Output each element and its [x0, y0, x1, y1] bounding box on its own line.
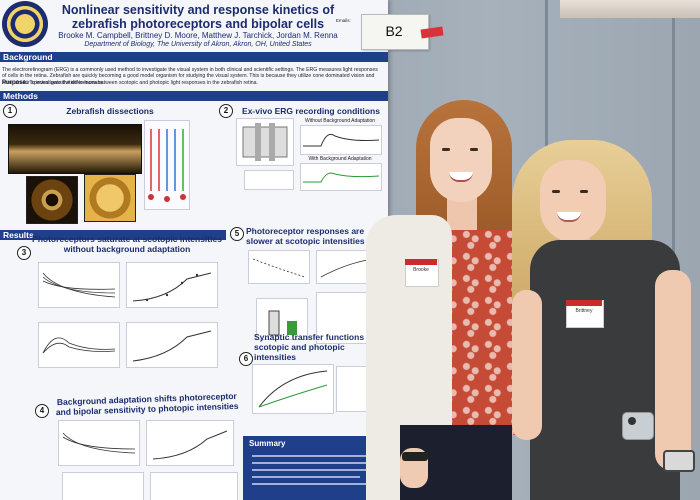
- name-tag-stripe: [405, 259, 437, 265]
- plot-graphic: [258, 370, 328, 408]
- university-seal-icon: [2, 1, 48, 47]
- fig-label-without: Without Background Adaptation: [304, 118, 376, 124]
- name-tag-text: Brooke: [413, 267, 429, 273]
- bipolar-traces: [38, 322, 120, 368]
- poster-department: Department of Biology, The University of…: [84, 41, 312, 48]
- section-title: Photoreceptor responses are slower at sc…: [246, 226, 365, 246]
- arm: [655, 270, 691, 470]
- recording-chamber-diagram: [236, 118, 294, 166]
- trace-graphic: [303, 133, 380, 147]
- camera-lens-icon: [628, 417, 636, 425]
- section-number: 4: [35, 404, 49, 418]
- bar-graphic: [268, 310, 297, 336]
- booth-sign: [361, 14, 429, 50]
- fig-label-with: With Background Adaptation: [308, 156, 372, 162]
- face: [540, 160, 606, 242]
- trace-graphic: [42, 272, 116, 298]
- blouse-pattern: [440, 230, 524, 435]
- zebrafish-photo: [8, 124, 142, 174]
- erg-trace-without: [300, 125, 382, 155]
- background-text: The electroretinogram (ERG) is a commonl…: [2, 67, 378, 86]
- ceiling-light: [560, 0, 700, 18]
- adapted-plot-lower: [150, 472, 238, 500]
- plot-graphic: [152, 430, 228, 460]
- trace-graphic: [62, 432, 136, 454]
- purpose-label: Purpose:: [2, 80, 29, 86]
- smile: [557, 212, 581, 222]
- section-title: Zebrafish dissections: [66, 106, 154, 116]
- eye: [552, 190, 560, 193]
- adapted-traces: [58, 420, 140, 466]
- electrode-diagram: [244, 170, 294, 190]
- summary-lines: [250, 452, 378, 494]
- face: [430, 118, 492, 202]
- background-heading: Background: [0, 52, 388, 62]
- section-title: Background adaptation shifts photorecept…: [55, 390, 239, 418]
- arm: [512, 290, 542, 440]
- section-number: 1: [3, 104, 17, 118]
- smile: [449, 172, 473, 182]
- trace-graphic: [42, 337, 116, 354]
- intensity-response-plot: [126, 262, 218, 308]
- poster-contact: Emails:: [336, 18, 351, 23]
- panel-seam: [672, 0, 675, 500]
- methods-heading: Methods: [0, 91, 388, 101]
- purpose-text: To investigate the differences between s…: [29, 80, 258, 86]
- cell-diagram-graphic: [148, 129, 186, 202]
- eye: [442, 148, 450, 151]
- section-number: 5: [230, 227, 244, 241]
- research-poster: Nonlinear sensitivity and response kinet…: [0, 0, 388, 500]
- retina-cell-diagram: [144, 120, 190, 210]
- retina-photo: [84, 174, 136, 222]
- watch-icon: [402, 452, 428, 461]
- purpose-line: Purpose: To investigate the differences …: [2, 80, 378, 86]
- trace-graphic: [303, 172, 380, 183]
- poster-title: Nonlinear sensitivity and response kinet…: [61, 3, 335, 31]
- booth-number: B2: [385, 23, 403, 39]
- summary-box: [243, 436, 383, 500]
- adapted-plot: [146, 420, 234, 466]
- summary-text-lines: [252, 455, 376, 485]
- plot-graphic: [252, 258, 306, 278]
- eye: [470, 148, 478, 151]
- section-number: 3: [17, 246, 31, 260]
- section-title: Ex-vivo ERG recording conditions: [242, 106, 380, 116]
- section-number: 2: [219, 104, 233, 118]
- kinetics-plot: [248, 250, 310, 284]
- photoreceptor-traces: [38, 262, 120, 308]
- plot-graphic: [132, 272, 212, 302]
- phone-icon: [622, 412, 654, 440]
- chamber-graphic: [242, 123, 288, 161]
- bipolar-response-plot: [126, 322, 218, 368]
- poster-authors: Brooke M. Campbell, Brittney D. Moore, M…: [58, 31, 338, 40]
- eye: [580, 190, 588, 193]
- name-tag-stripe: [566, 300, 602, 306]
- section-title: Synaptic transfer functions for scotopic…: [254, 332, 378, 362]
- plot-graphic: [132, 330, 212, 362]
- results-heading: Results: [0, 230, 226, 240]
- erg-trace-with: [300, 163, 382, 191]
- name-tag-text: Brittney: [575, 308, 593, 314]
- smartwatch-icon: [663, 450, 695, 472]
- neck: [447, 196, 477, 236]
- dissected-eye-photo: [26, 176, 78, 224]
- bar-graph: [256, 298, 308, 340]
- transfer-function-plot: [252, 364, 334, 414]
- summary-heading: Summary: [249, 439, 286, 448]
- section-title: Photoreceptors saturate at scotopic inte…: [32, 234, 222, 254]
- adapted-traces-lower: [62, 472, 144, 500]
- section-number: 6: [239, 352, 253, 366]
